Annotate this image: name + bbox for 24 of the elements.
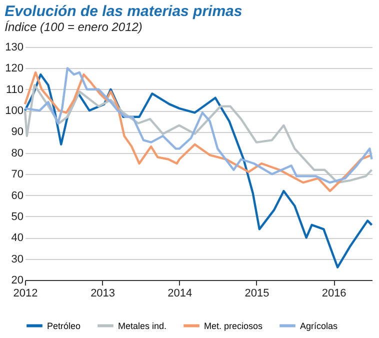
legend-label: Metales ind.: [118, 320, 167, 331]
x-tick-label: 2014: [168, 288, 192, 300]
y-tick-label: 80: [11, 147, 24, 160]
y-tick-label: 100: [5, 105, 24, 118]
y-tick-label: 40: [11, 232, 24, 244]
line-series: [24, 73, 373, 268]
chart-title: Evolución de las materias primas: [4, 3, 242, 20]
y-tick-label: 50: [11, 210, 24, 223]
x-tick-label: 2015: [244, 288, 270, 300]
y-tick-label: 20: [11, 274, 24, 286]
chart-subtitle: Índice (100 = enero 2012): [4, 20, 142, 34]
legend-label: Agrícolas: [300, 320, 338, 331]
x-tick-label: 2012: [13, 288, 38, 300]
y-tick-label: 70: [11, 168, 24, 181]
y-tick-label: 60: [11, 190, 24, 202]
y-tick-label: 130: [5, 42, 24, 54]
legend-label: Met. preciosos: [204, 320, 264, 331]
y-tick-label: 90: [11, 126, 24, 138]
x-tick-label: 2016: [322, 288, 346, 300]
x-tick-label: 2013: [90, 288, 116, 300]
y-tick-label: 30: [11, 253, 24, 266]
y-tick-label: 120: [5, 62, 24, 75]
legend-label: Petróleo: [47, 320, 81, 331]
y-tick-label: 110: [6, 84, 24, 96]
